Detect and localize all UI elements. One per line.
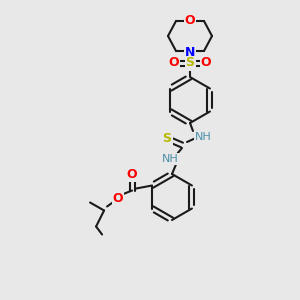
Text: S: S (185, 56, 194, 70)
Text: O: O (127, 168, 137, 181)
Text: NH: NH (195, 132, 212, 142)
Text: O: O (185, 14, 195, 26)
Text: N: N (185, 46, 195, 59)
Text: O: O (169, 56, 179, 70)
Text: NH: NH (162, 154, 178, 164)
Text: O: O (113, 192, 123, 205)
Text: S: S (163, 131, 172, 145)
Text: O: O (201, 56, 211, 70)
